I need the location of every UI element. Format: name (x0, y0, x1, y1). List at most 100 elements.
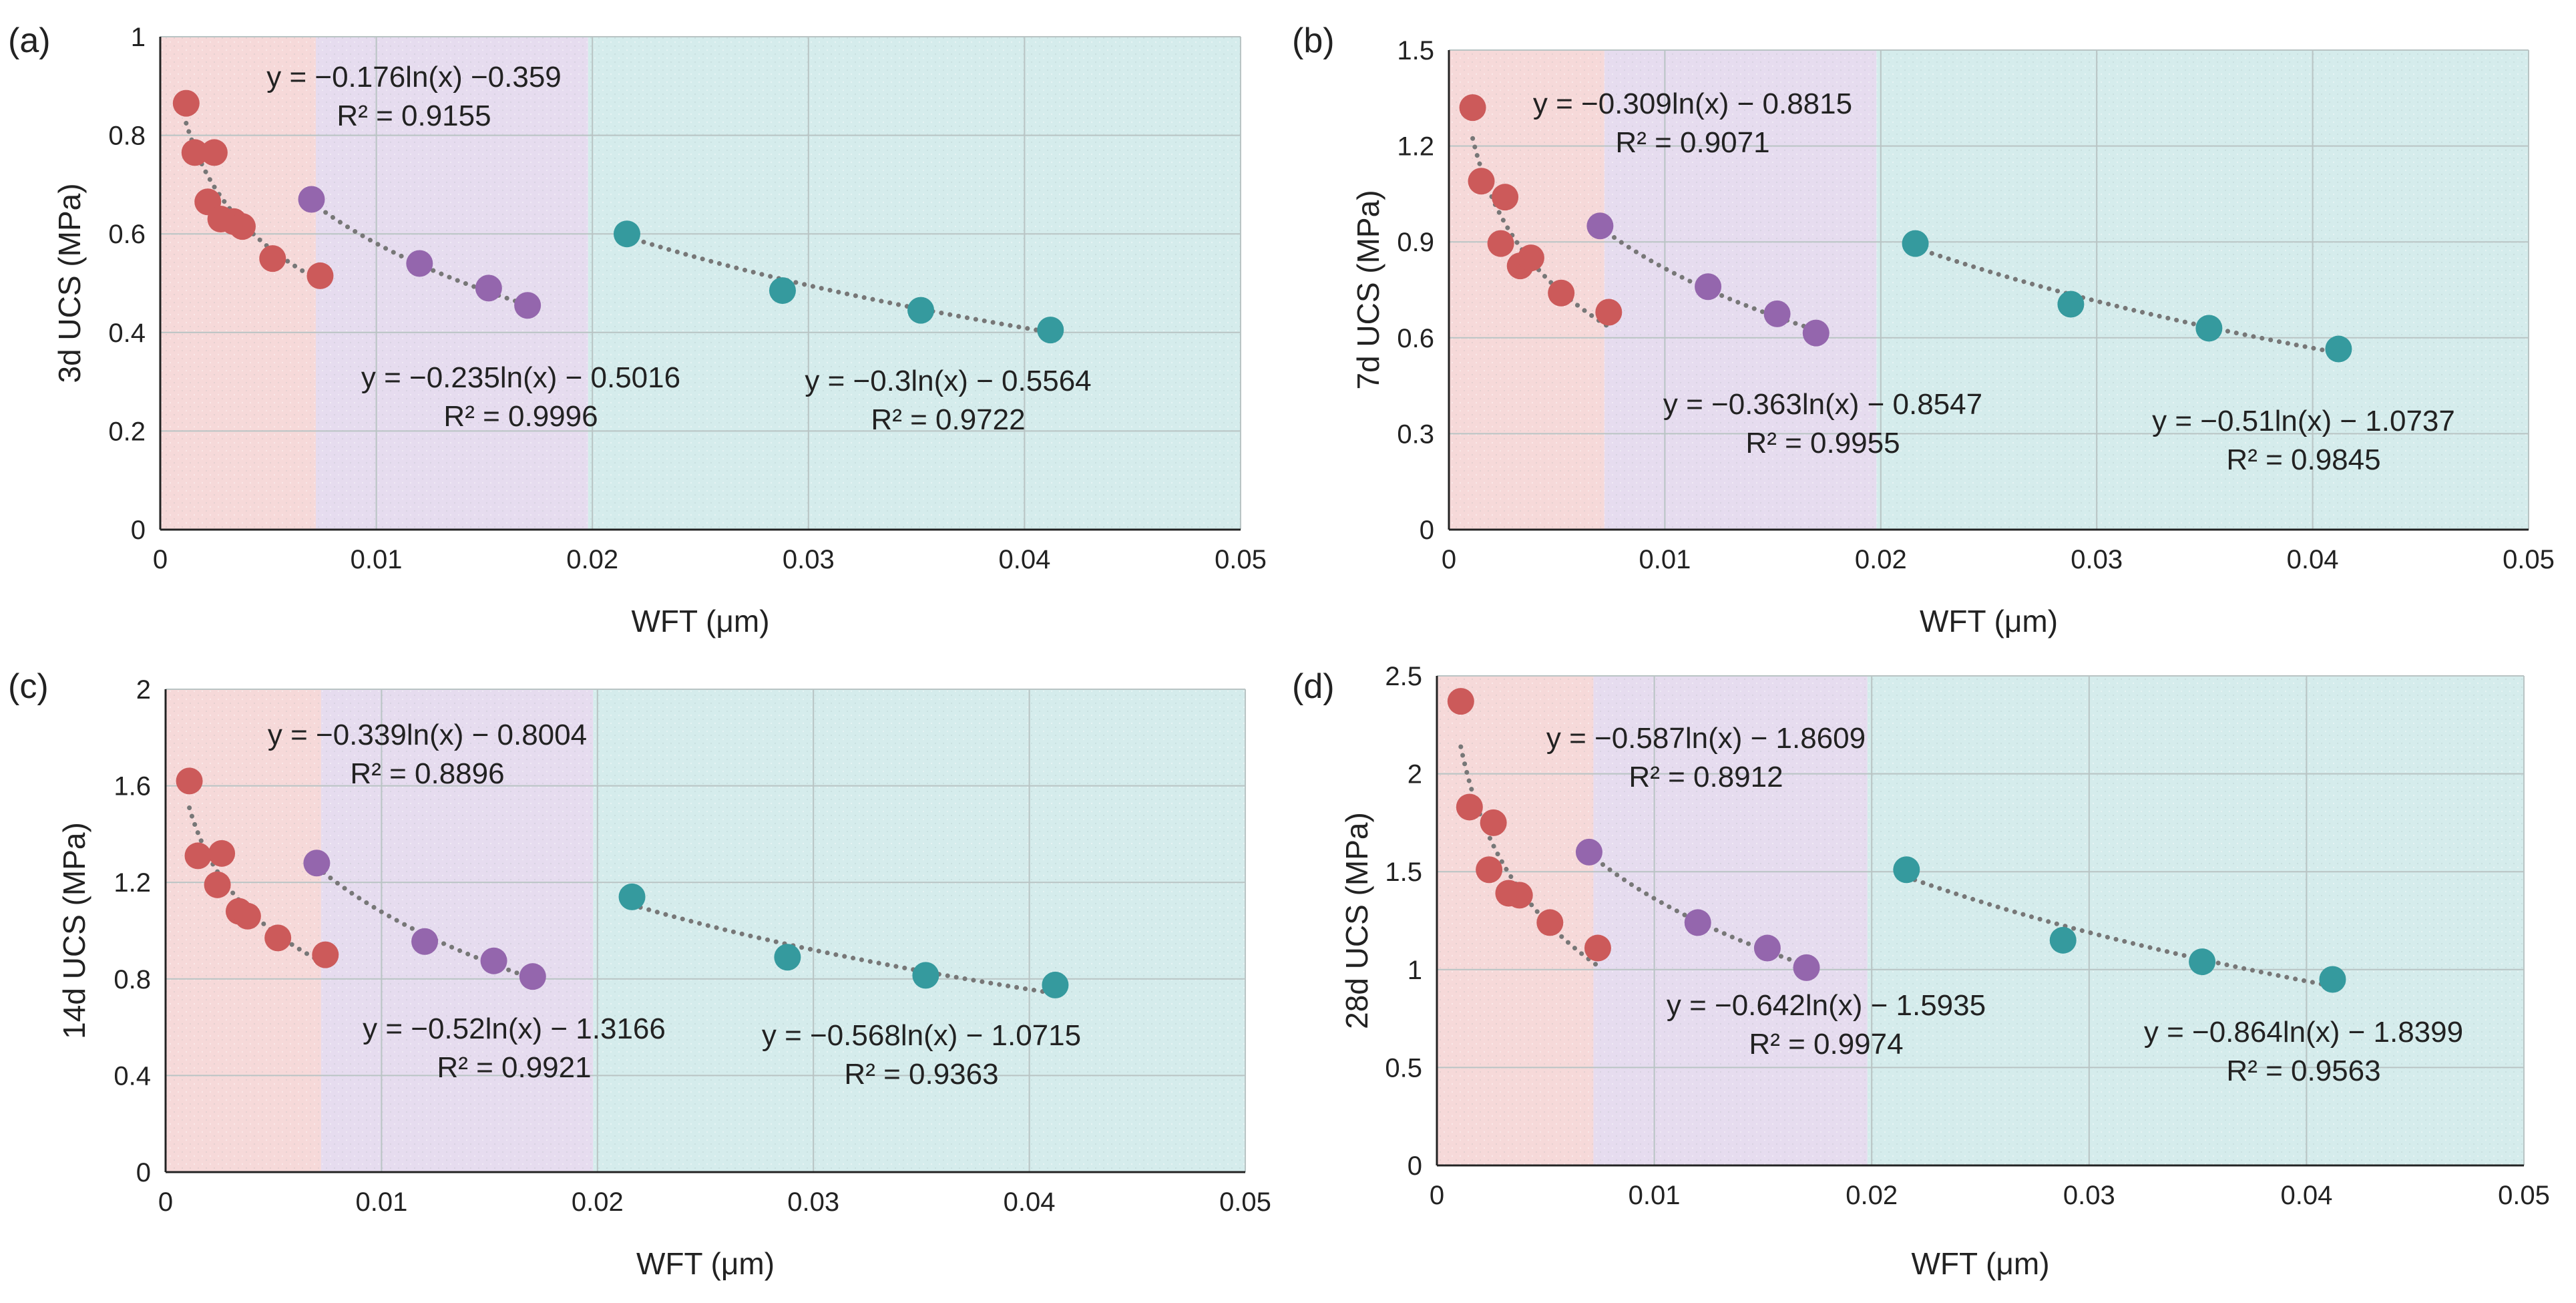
r-squared-teal: R² = 0.9722 (871, 403, 1025, 436)
y-tick-label: 2 (1408, 760, 1422, 789)
region-texture (1604, 50, 1877, 530)
chart-panel-4: 0 0.01 0.02 0.03 0.04 0.05 0 0.5 1 1.5 2 2.5 WFT (μm… (1292, 662, 2550, 1281)
fit-equation-red: y = −0.309ln(x) − 0.8815 (1533, 87, 1852, 120)
data-point-red (1584, 934, 1611, 962)
data-point-red (1595, 299, 1623, 326)
data-point-red (1492, 184, 1519, 211)
data-point-red (1536, 909, 1564, 936)
fit-equation-teal: y = −0.864ln(x) − 1.8399 (2144, 1016, 2463, 1049)
data-point-purple (1793, 954, 1820, 981)
data-point-teal (907, 297, 935, 324)
y-tick-label: 1.5 (1385, 858, 1422, 887)
trendline-purple (314, 864, 535, 981)
x-tick-label: 0.05 (1219, 1187, 1271, 1217)
x-tick-label: 0 (1442, 545, 1456, 574)
region-texture (166, 689, 321, 1172)
data-point-teal (774, 944, 801, 971)
r-squared-teal: R² = 0.9363 (844, 1058, 998, 1091)
fit-equation-red: y = −0.176ln(x) −0.359 (266, 61, 562, 94)
data-point-teal (1037, 317, 1064, 344)
r-squared-purple: R² = 0.9921 (437, 1051, 591, 1084)
y-tick-label: 0.3 (1397, 419, 1434, 449)
x-tick-label: 0.05 (2498, 1181, 2550, 1210)
x-tick-label: 0.01 (1629, 1181, 1681, 1210)
y-tick-label: 1 (131, 23, 146, 52)
x-tick-label: 0 (158, 1187, 173, 1217)
data-point-teal (618, 883, 646, 910)
data-point-purple (406, 250, 433, 277)
region-texture (320, 689, 594, 1172)
data-point-teal (2049, 926, 2077, 954)
region-texture (593, 689, 1245, 1172)
data-point-purple (1684, 909, 1711, 936)
y-tick-label: 0.6 (108, 220, 146, 249)
data-point-red (312, 941, 339, 968)
panel-label: (c) (8, 667, 49, 706)
fit-equation-teal: y = −0.3ln(x) − 0.5564 (805, 365, 1091, 397)
x-tick-label: 0.02 (566, 545, 618, 574)
x-tick-label: 0.03 (2071, 545, 2123, 574)
data-point-red (234, 902, 261, 930)
data-point-teal (2325, 335, 2352, 363)
data-point-teal (1042, 971, 1069, 998)
y-tick-label: 1.2 (114, 868, 151, 898)
r-squared-purple: R² = 0.9996 (443, 400, 598, 433)
y-tick-label: 1.5 (1397, 36, 1434, 65)
r-squared-red: R² = 0.8912 (1629, 761, 1783, 793)
y-axis-title: 3d UCS (MPa) (52, 183, 87, 383)
data-point-purple (1695, 273, 1722, 301)
x-axis-title: WFT (μm) (636, 1246, 775, 1281)
data-point-red (1517, 244, 1544, 272)
region-texture (1593, 676, 1868, 1165)
data-point-teal (2195, 315, 2223, 342)
data-point-teal (2057, 291, 2085, 318)
data-point-red (1548, 279, 1575, 307)
x-tick-label: 0.05 (1215, 545, 1267, 574)
data-point-teal (1893, 856, 1920, 884)
panel-label: (b) (1292, 21, 1335, 60)
data-point-teal (2189, 948, 2216, 976)
data-point-red (208, 840, 236, 867)
fit-equation-teal: y = −0.51ln(x) − 1.0737 (2152, 405, 2455, 437)
data-point-red (306, 262, 334, 289)
data-point-red (1487, 230, 1514, 257)
fit-equation-red: y = −0.339ln(x) − 0.8004 (268, 719, 587, 751)
y-tick-label: 1.2 (1397, 132, 1434, 162)
data-point-red (1476, 856, 1503, 884)
data-point-teal (1902, 230, 1929, 257)
data-point-red (1459, 94, 1486, 122)
r-squared-red: R² = 0.8896 (350, 757, 504, 790)
region-texture (1876, 50, 2529, 530)
data-point-teal (613, 220, 640, 248)
data-point-purple (303, 850, 331, 877)
data-point-red (1480, 809, 1507, 836)
y-axis-title: 28d UCS (MPa) (1339, 812, 1374, 1029)
r-squared-teal: R² = 0.9845 (2226, 443, 2380, 476)
region-texture (315, 37, 588, 530)
region-texture (160, 37, 316, 530)
panel-label: (d) (1292, 667, 1335, 706)
fit-equation-purple: y = −0.235ln(x) − 0.5016 (361, 361, 680, 394)
y-tick-label: 0.6 (1397, 324, 1434, 353)
data-point-teal (912, 962, 939, 989)
data-point-red (264, 924, 292, 952)
data-point-red (1447, 688, 1474, 715)
data-point-purple (514, 292, 542, 319)
y-tick-label: 0 (131, 516, 146, 545)
fit-equation-purple: y = −0.52ln(x) − 1.3166 (363, 1012, 666, 1045)
fit-equation-purple: y = −0.363ln(x) − 0.8547 (1663, 388, 1982, 421)
data-point-red (228, 213, 256, 240)
panel-label: (a) (8, 21, 51, 60)
y-tick-label: 0 (1420, 516, 1434, 545)
y-axis-title: 14d UCS (MPa) (57, 822, 91, 1039)
x-tick-label: 0.01 (1639, 545, 1691, 574)
data-point-red (172, 89, 200, 117)
data-point-purple (1753, 934, 1781, 962)
data-point-purple (1763, 300, 1791, 327)
y-tick-label: 0.2 (108, 417, 146, 446)
x-tick-label: 0.04 (998, 545, 1050, 574)
x-tick-label: 0.03 (2063, 1181, 2115, 1210)
fit-equation-purple: y = −0.642ln(x) − 1.5935 (1667, 989, 1986, 1022)
chart-panel-2: 0 0.01 0.02 0.03 0.04 0.05 0 0.3 0.6 0.9 1.2 1.5 WFT… (1292, 21, 2555, 638)
